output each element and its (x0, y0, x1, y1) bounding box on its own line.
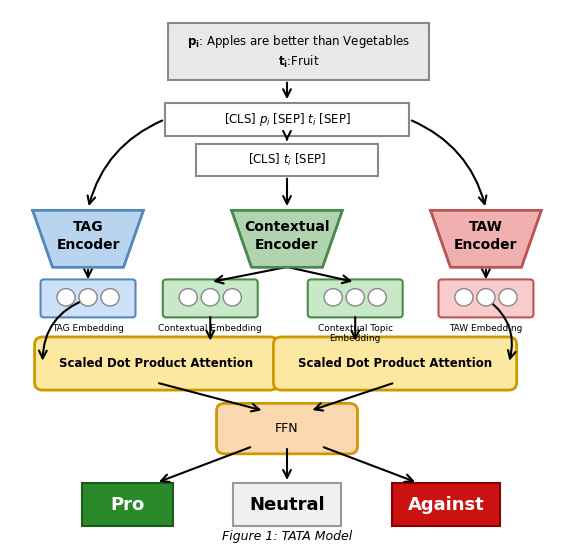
Text: Against: Against (408, 495, 484, 513)
FancyBboxPatch shape (439, 279, 533, 317)
Text: Neutral: Neutral (249, 495, 325, 513)
Circle shape (324, 289, 342, 306)
Text: TAG
Encoder: TAG Encoder (56, 220, 120, 252)
Circle shape (346, 289, 364, 306)
Text: TAW
Encoder: TAW Encoder (454, 220, 518, 252)
FancyBboxPatch shape (233, 483, 341, 526)
FancyBboxPatch shape (82, 483, 173, 526)
Text: Contextual Topic
Embedding: Contextual Topic Embedding (317, 324, 393, 343)
Circle shape (477, 289, 495, 306)
Circle shape (455, 289, 473, 306)
Text: TAG Embedding: TAG Embedding (52, 324, 124, 333)
Text: Pro: Pro (111, 495, 145, 513)
Circle shape (79, 289, 97, 306)
Text: $\mathbf{p_i}$: Apples are better than Vegetables
$\mathbf{t_i}$:Fruit: $\mathbf{p_i}$: Apples are better than V… (187, 33, 410, 70)
FancyBboxPatch shape (41, 279, 135, 317)
Text: Contextual Embedding: Contextual Embedding (158, 324, 262, 333)
Circle shape (101, 289, 119, 306)
Polygon shape (231, 210, 343, 267)
Circle shape (57, 289, 75, 306)
FancyBboxPatch shape (392, 483, 500, 526)
Circle shape (201, 289, 219, 306)
Polygon shape (33, 210, 144, 267)
Text: FFN: FFN (275, 422, 299, 435)
Text: Contextual
Encoder: Contextual Encoder (245, 220, 329, 252)
Circle shape (499, 289, 517, 306)
FancyBboxPatch shape (196, 144, 378, 176)
Circle shape (223, 289, 242, 306)
FancyBboxPatch shape (216, 403, 358, 454)
Text: Scaled Dot Product Attention: Scaled Dot Product Attention (59, 357, 253, 370)
Circle shape (179, 289, 197, 306)
Text: Figure 1: TATA Model: Figure 1: TATA Model (222, 529, 352, 543)
Text: Scaled Dot Product Attention: Scaled Dot Product Attention (298, 357, 492, 370)
Polygon shape (430, 210, 541, 267)
FancyBboxPatch shape (165, 102, 409, 136)
FancyBboxPatch shape (163, 279, 258, 317)
FancyBboxPatch shape (273, 337, 517, 390)
FancyBboxPatch shape (308, 279, 403, 317)
Circle shape (368, 289, 386, 306)
Text: [CLS] $t_i$ [SEP]: [CLS] $t_i$ [SEP] (248, 152, 326, 168)
Text: [CLS] $p_i$ [SEP] $t_i$ [SEP]: [CLS] $p_i$ [SEP] $t_i$ [SEP] (223, 111, 351, 128)
FancyBboxPatch shape (34, 337, 278, 390)
FancyBboxPatch shape (168, 23, 429, 80)
Text: TAW Embedding: TAW Embedding (449, 324, 523, 333)
